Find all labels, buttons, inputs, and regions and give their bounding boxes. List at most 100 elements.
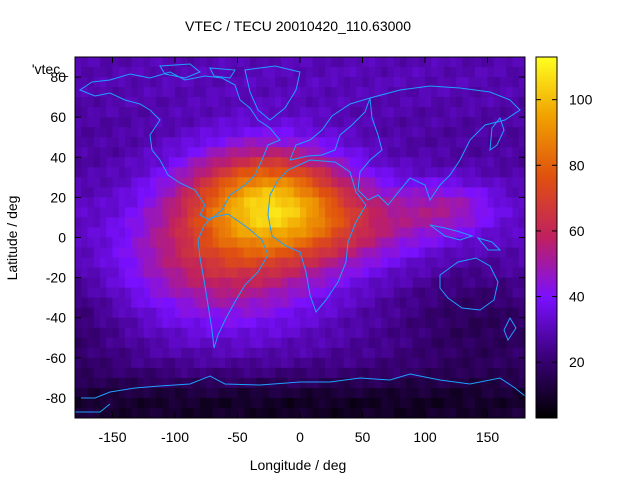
heatmap-cell [187,227,195,239]
heatmap-cell [268,347,276,359]
heatmap-cell [512,227,520,239]
heatmap-cell [306,57,314,68]
heatmap-cell [406,347,414,359]
heatmap-cell [118,267,126,279]
heatmap-cell [137,77,145,88]
heatmap-cell [118,147,126,158]
heatmap-cell [287,67,295,78]
heatmap-cell [175,77,182,88]
heatmap-cell [387,167,395,178]
heatmap-cell [462,87,470,98]
heatmap-cell [337,127,345,138]
heatmap-cell [287,397,295,409]
heatmap-cell [262,197,270,209]
heatmap-cell [143,387,151,399]
heatmap-cell [87,107,95,118]
heatmap-cell [431,337,439,349]
heatmap-cell [343,67,351,78]
heatmap-cell [250,97,257,108]
heatmap-cell [506,137,514,148]
heatmap-cell [112,207,120,219]
heatmap-cell [81,327,89,339]
heatmap-cell [418,407,426,418]
heatmap-cell [125,147,132,158]
heatmap-cell [112,227,120,239]
heatmap-cell [243,347,251,359]
heatmap-cell [193,177,201,188]
heatmap-cell [293,377,301,389]
heatmap-cell [293,87,301,98]
heatmap-cell [306,277,314,289]
heatmap-cell [287,267,295,279]
heatmap-cell [381,287,389,299]
heatmap-cell [100,267,107,279]
heatmap-cell [331,287,339,299]
heatmap-cell [506,387,514,399]
heatmap-cell [350,227,357,239]
heatmap-cell [181,357,189,369]
heatmap-cell [112,267,120,279]
heatmap-cell [225,77,232,88]
heatmap-cell [256,217,264,229]
heatmap-cell [437,247,445,259]
heatmap-cell [225,347,232,359]
heatmap-cell [306,407,314,418]
heatmap-cell [462,147,470,158]
heatmap-cell [206,157,214,168]
heatmap-cell [156,107,164,118]
heatmap-cell [168,147,176,158]
heatmap-cell [162,237,170,249]
heatmap-cell [462,357,470,369]
heatmap-cell [156,217,164,229]
heatmap-cell [393,327,401,339]
heatmap-cell [200,407,207,418]
heatmap-cell [425,277,432,289]
heatmap-cell [100,357,107,369]
heatmap-cell [200,277,207,289]
heatmap-cell [243,187,251,198]
heatmap-cell [425,67,432,78]
coastlines [75,63,525,413]
heatmap-cell [437,217,445,229]
heatmap-cell [256,127,264,138]
heatmap-cell [518,107,525,118]
heatmap-cell [450,327,457,339]
heatmap-cell [362,337,370,349]
heatmap-cell [300,267,307,279]
heatmap-cell [400,287,407,299]
heatmap-cell [293,367,301,379]
heatmap-cell [250,157,257,168]
heatmap-cell [150,187,157,198]
heatmap-cell [368,57,376,68]
heatmap-cell [406,317,414,329]
heatmap-cell [318,237,326,249]
heatmap-cell [368,397,376,409]
heatmap-cell [518,117,525,128]
heatmap-cell [262,97,270,108]
heatmap-cell [343,397,351,409]
heatmap-cell [143,377,151,389]
heatmap-cell [112,287,120,299]
heatmap-cell [506,297,514,309]
heatmap-cell [500,117,507,128]
heatmap-cell [393,157,401,168]
y-tick-label: 60 [50,109,66,125]
heatmap-cell [325,287,332,299]
heatmap-cell [443,257,451,269]
heatmap-cell [362,277,370,289]
heatmap-cell [400,377,407,389]
heatmap-cell [418,247,426,259]
heatmap-cell [300,97,307,108]
heatmap-cell [262,247,270,259]
heatmap-cell [75,247,82,259]
x-axis-label: Longitude / deg [250,457,347,473]
heatmap-cell [350,377,357,389]
heatmap-cell [431,297,439,309]
heatmap-cell [93,87,101,98]
heatmap-cell [100,107,107,118]
heatmap-cell [87,207,95,219]
heatmap-cell [443,107,451,118]
heatmap-cell [487,267,495,279]
heatmap-cell [343,347,351,359]
heatmap-cell [225,167,232,178]
